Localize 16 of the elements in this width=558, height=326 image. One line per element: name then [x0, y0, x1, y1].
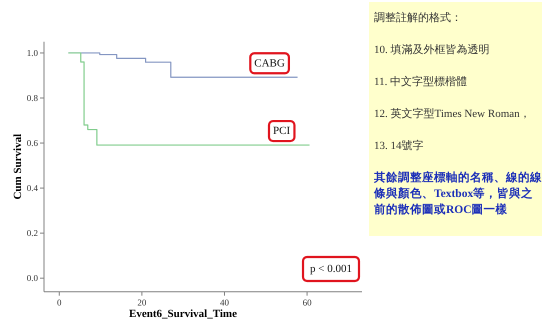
x-axis-title: Event6_Survival_Time [129, 308, 238, 320]
annotation: p < 0.001 [310, 263, 352, 275]
y-axis-title: Cum Survival [12, 134, 24, 200]
series-label: CABG [254, 57, 285, 70]
y-tick-label: 0.2 [26, 228, 38, 238]
x-tick-label: 0 [57, 298, 62, 308]
note-box: 調整註解的格式： 10. 填滿及外框皆為透明 11. 中文字型標楷體 12. 英文字型Times New Roman， 13. 14號字 其餘調整座標軸的名稱、線的線條與顏色、Textbox等，皆與之前的散佈圖或ROC圖一樣 [369, 2, 542, 236]
y-tick-label: 0.8 [26, 93, 38, 104]
x-tick-label: 60 [302, 298, 312, 308]
y-tick-label: 0.6 [26, 138, 38, 148]
series-label: PCI [272, 125, 290, 138]
x-tick-label: 40 [220, 298, 230, 308]
x-tick-label: 20 [137, 298, 147, 308]
y-tick-label: 0.0 [26, 273, 38, 284]
y-tick-label: 1.0 [26, 48, 38, 58]
y-tick-label: 0.4 [26, 183, 38, 194]
